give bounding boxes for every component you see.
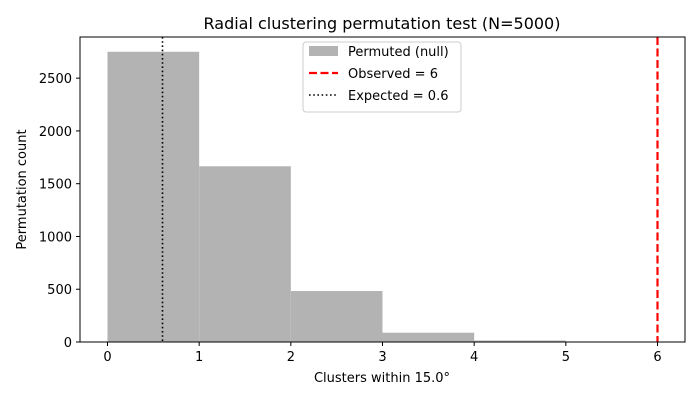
legend-observed-label: Observed = 6 bbox=[348, 67, 438, 82]
y-tick-label: 1000 bbox=[39, 230, 72, 245]
histogram-bar bbox=[474, 340, 566, 342]
legend-expected-label: Expected = 0.6 bbox=[348, 89, 448, 104]
histogram-bar bbox=[107, 51, 200, 342]
histogram-bar bbox=[199, 166, 291, 342]
x-tick-label: 4 bbox=[470, 350, 478, 365]
legend-box bbox=[302, 41, 462, 113]
x-tick-label: 5 bbox=[562, 350, 570, 365]
y-axis-ticks: 0 500 1000 1500 2000 2500 bbox=[39, 72, 80, 351]
y-tick-label: 1500 bbox=[39, 178, 72, 193]
y-tick-label: 500 bbox=[47, 283, 72, 298]
x-tick-label: 2 bbox=[287, 350, 295, 365]
x-axis-label: Clusters within 15.0° bbox=[314, 371, 450, 386]
legend: Permuted (null) Observed = 6 Expected = 0.… bbox=[302, 41, 462, 113]
y-tick-label: 2000 bbox=[39, 125, 72, 140]
x-tick-label: 3 bbox=[378, 350, 386, 365]
y-tick-label: 2500 bbox=[39, 72, 72, 87]
legend-null-swatch bbox=[309, 46, 338, 56]
histogram-bar bbox=[290, 291, 383, 342]
reference-lines-layer bbox=[161, 37, 659, 342]
chart-title: Radial clustering permutation test (N=50… bbox=[204, 14, 561, 33]
legend-null-label: Permuted (null) bbox=[348, 45, 449, 60]
y-tick-label: 0 bbox=[64, 336, 72, 351]
y-axis-label: Permutation count bbox=[15, 129, 30, 249]
bars-layer bbox=[107, 51, 566, 342]
histogram-bar bbox=[382, 332, 475, 342]
x-tick-label: 0 bbox=[103, 350, 111, 365]
x-axis-ticks: 0 1 2 3 4 5 6 bbox=[103, 342, 662, 365]
x-tick-label: 1 bbox=[195, 350, 203, 365]
x-tick-label: 6 bbox=[653, 350, 661, 365]
